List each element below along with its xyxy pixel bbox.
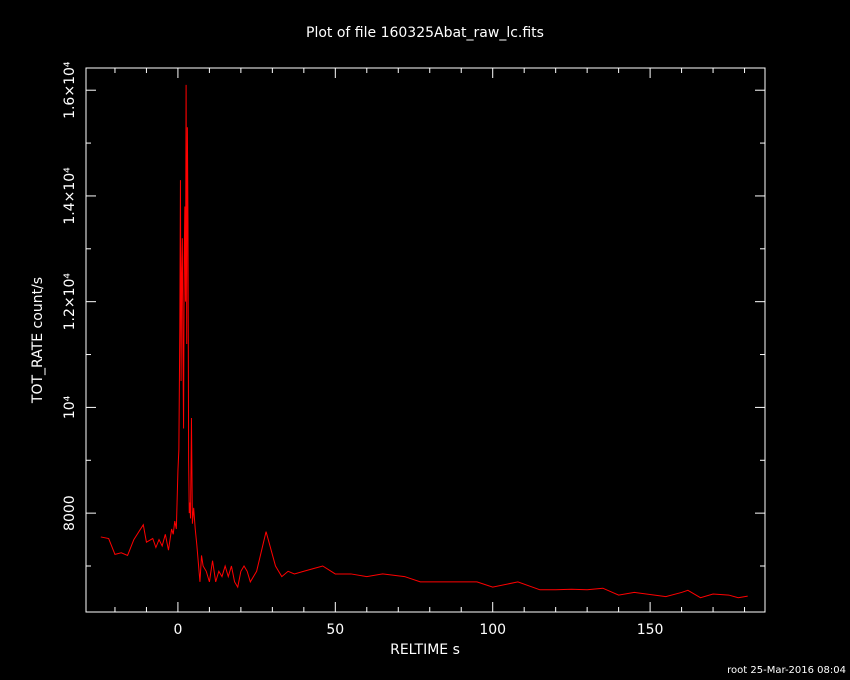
y-tick-label: 8000 — [62, 495, 78, 531]
y-tick-label: 1.6×10⁴ — [62, 61, 78, 119]
y-tick-label: 1.2×10⁴ — [62, 273, 78, 331]
footer: root 25-Mar-2016 08:04 — [727, 665, 846, 676]
y-tick-label: 10⁴ — [62, 395, 78, 419]
y-tick-label: 1.4×10⁴ — [62, 167, 78, 225]
data-line — [100, 84, 748, 599]
x-tick-label: 50 — [326, 622, 344, 638]
x-tick-label: 0 — [173, 622, 182, 638]
y-axis-label: TOT_RATE count/s — [30, 277, 46, 404]
x-tick-label: 100 — [479, 622, 506, 638]
x-axis-label: RELTIME s — [390, 642, 460, 658]
plot-frame — [85, 67, 766, 613]
chart-title: Plot of file 160325Abat_raw_lc.fits — [306, 25, 544, 41]
x-tick-label: 150 — [637, 622, 664, 638]
